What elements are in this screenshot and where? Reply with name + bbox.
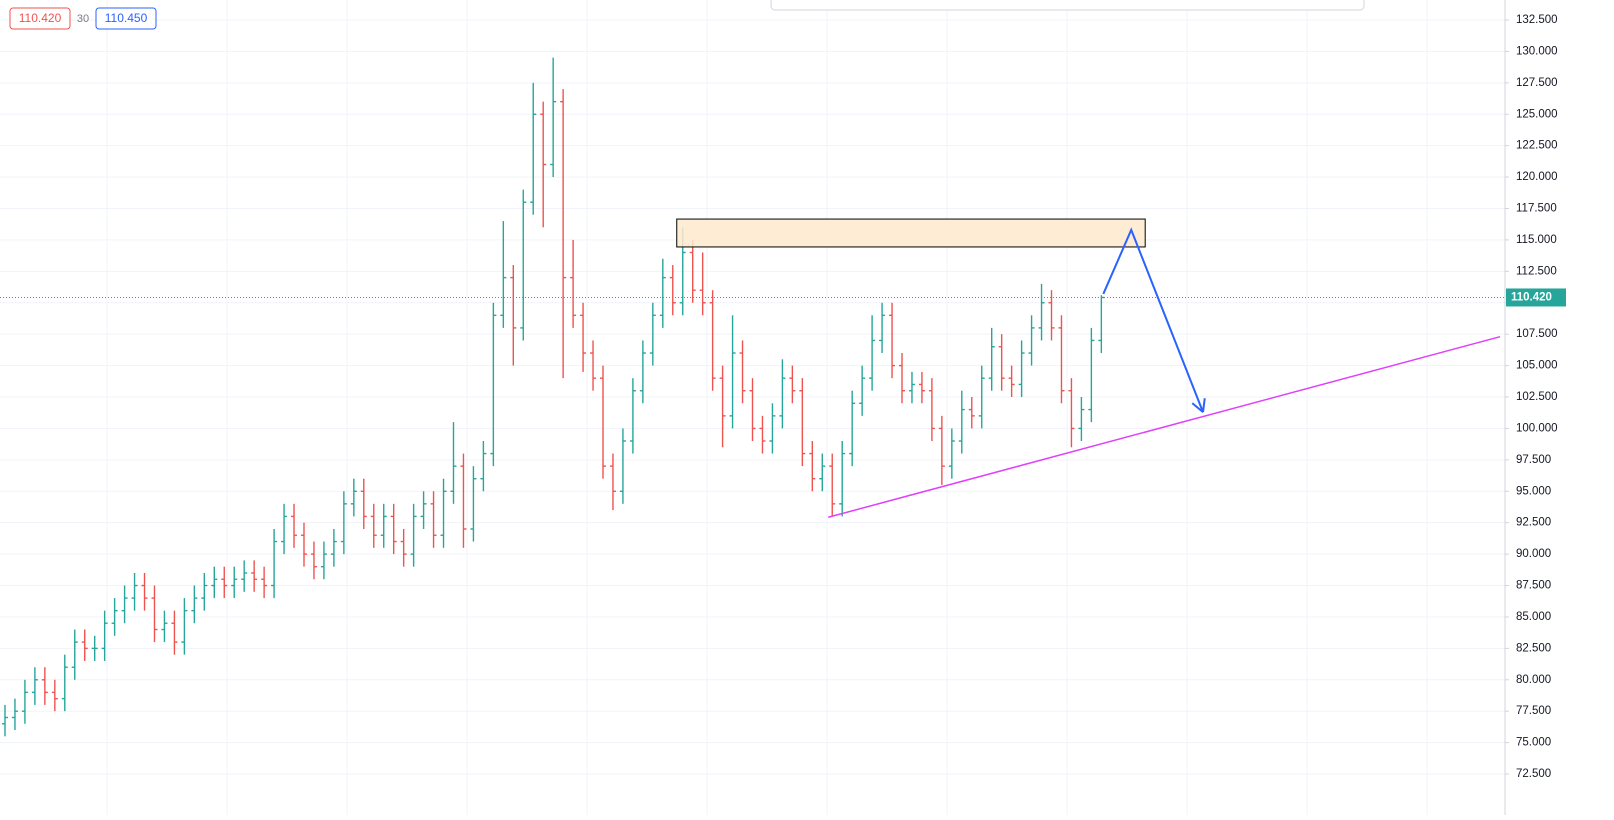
last-price-label: 110.420 xyxy=(1511,292,1552,304)
y-tick-label: 102.500 xyxy=(1516,391,1558,403)
y-tick-label: 122.500 xyxy=(1516,140,1558,152)
y-tick-label: 85.000 xyxy=(1516,611,1551,623)
y-tick-label: 125.000 xyxy=(1516,108,1558,120)
y-tick-label: 80.000 xyxy=(1516,674,1551,686)
y-tick-label: 100.000 xyxy=(1516,422,1558,434)
y-tick-label: 72.500 xyxy=(1516,768,1551,780)
y-tick-label: 130.000 xyxy=(1516,45,1558,57)
trendline xyxy=(828,335,1501,519)
y-tick-label: 105.000 xyxy=(1516,360,1558,372)
y-tick-label: 87.500 xyxy=(1516,580,1551,592)
zone xyxy=(676,218,1146,248)
y-tick-label: 95.000 xyxy=(1516,485,1551,497)
header-box xyxy=(9,7,71,30)
projection xyxy=(1102,227,1204,413)
header-spread: 30 xyxy=(77,13,89,25)
y-tick-label: 120.000 xyxy=(1516,171,1558,183)
y-tick-label: 77.500 xyxy=(1516,705,1551,717)
y-tick-label: 115.000 xyxy=(1516,234,1557,246)
y-tick-label: 75.000 xyxy=(1516,737,1551,749)
arrow-head xyxy=(1191,402,1204,413)
y-tick-label: 82.500 xyxy=(1516,642,1551,654)
header-sell: 110.420 xyxy=(19,11,62,25)
y-tick-label: 97.500 xyxy=(1516,454,1551,466)
y-tick-label: 112.500 xyxy=(1516,265,1557,277)
y-tick-label: 117.500 xyxy=(1516,203,1557,215)
header-box xyxy=(95,7,157,30)
last-price-tag xyxy=(1506,288,1566,307)
y-tick-label: 127.500 xyxy=(1516,77,1558,89)
header-buy: 110.450 xyxy=(105,11,148,25)
y-tick-label: 90.000 xyxy=(1516,548,1551,560)
toolbar[interactable] xyxy=(770,0,1365,11)
y-tick-label: 132.500 xyxy=(1516,14,1558,26)
arrow-head xyxy=(1202,398,1206,413)
y-tick-label: 92.500 xyxy=(1516,517,1551,529)
y-tick-label: 107.500 xyxy=(1516,328,1558,340)
